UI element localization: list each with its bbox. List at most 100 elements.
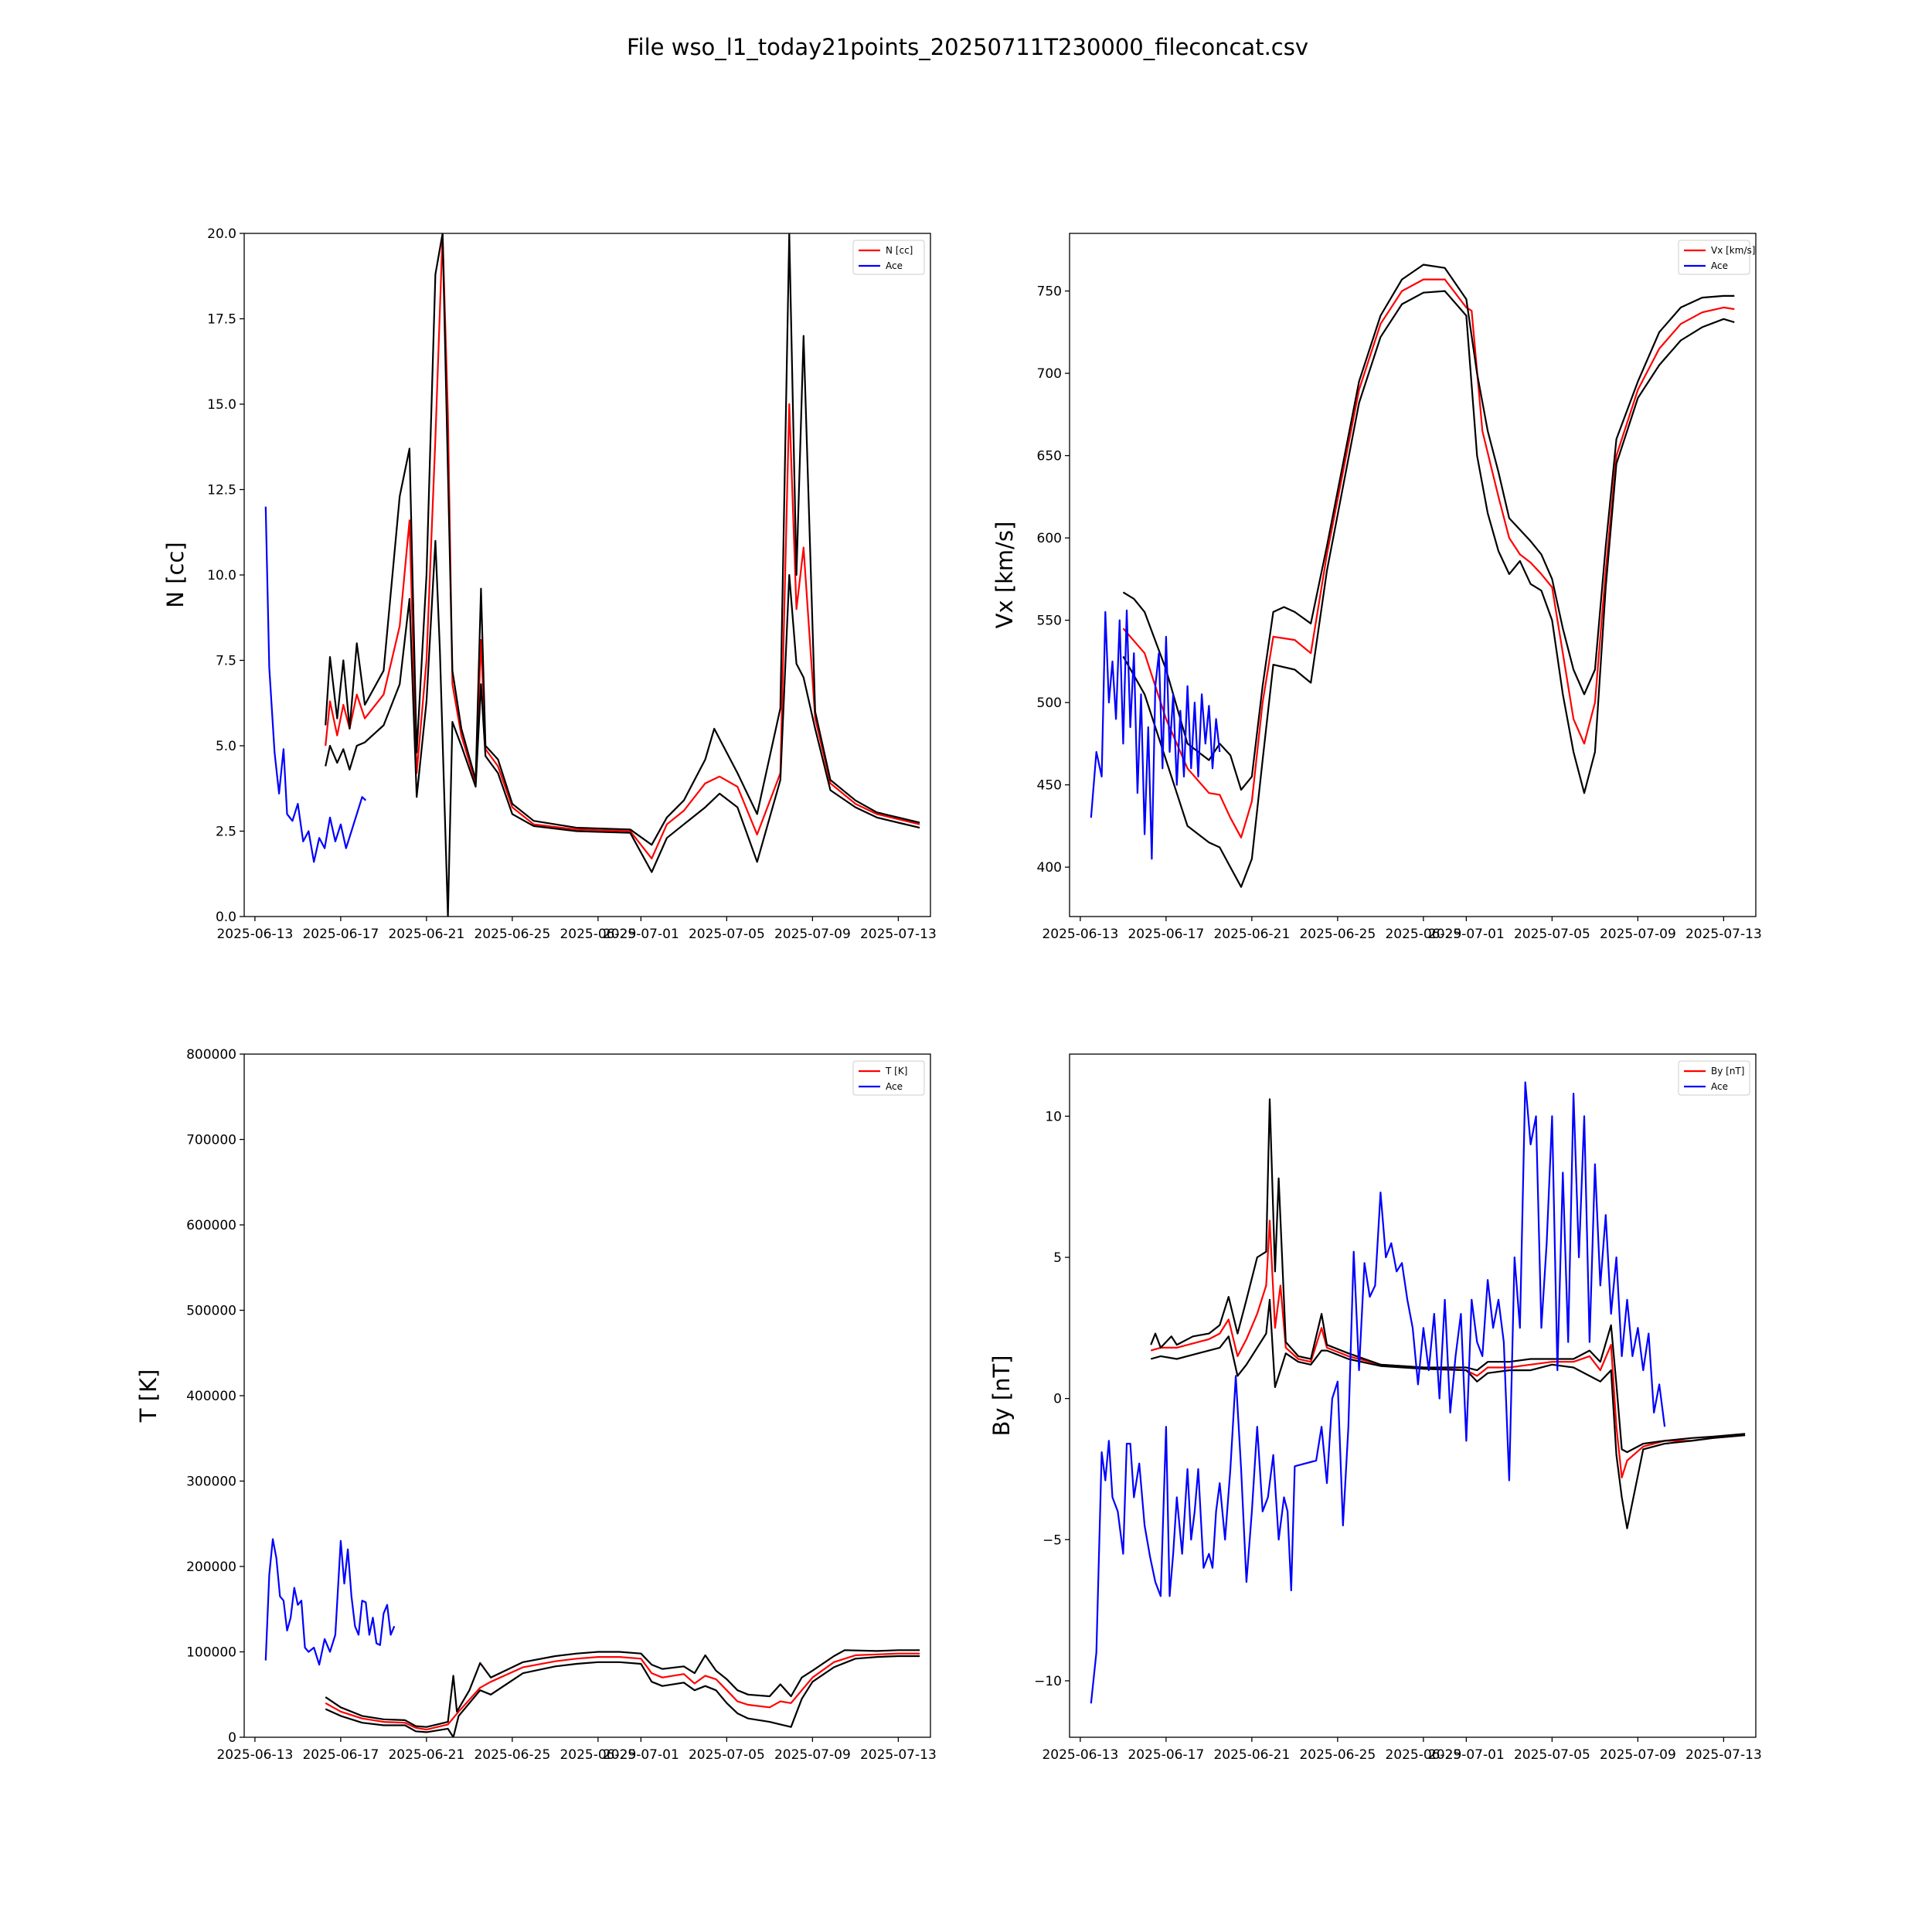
y-tick-label: 800000 [186,1047,236,1063]
x-tick-label: 2025-06-29 [1385,1747,1461,1763]
x-tick-label: 2025-07-05 [1514,927,1590,942]
x-tick-label: 2025-06-29 [560,927,636,942]
x-tick-label: 2025-06-13 [216,927,293,942]
x-tick-label: 2025-06-25 [474,927,550,942]
legend-label: Ace [886,1081,903,1092]
x-tick-label: 2025-07-05 [689,927,765,942]
y-tick-label: 17.5 [207,312,236,328]
y-tick-label: 450 [1037,778,1062,794]
subplot-3: 0 100000 200000 300000 400000 500000 600000 700… [135,1047,937,1763]
legend: Vx [km/s] Ace [1678,240,1755,275]
legend-label: Ace [1711,1081,1728,1092]
y-tick-label: 400000 [186,1389,236,1404]
x-tick-label: 2025-06-17 [302,927,379,942]
legend: N [cc] Ace [852,240,925,275]
bound-series-line-2 [325,539,920,917]
legend-label: Ace [886,260,903,271]
subplot-grid: 0.0 2.5 5.0 7.5 10.0 12.5 15.0 17.5 20.0 2025-06-… [135,226,1762,1763]
ace-series-line [1090,1081,1666,1704]
x-tick-label: 2025-06-17 [1128,1747,1204,1763]
x-tick-label: 2025-06-21 [1213,1747,1290,1763]
y-axis-label: By [nT] [988,1355,1015,1437]
x-tick-label: 2025-07-09 [774,1747,851,1763]
y-tick-label: 550 [1037,614,1062,629]
legend-label: By [nT] [1711,1066,1744,1077]
y-tick-label: 20.0 [207,226,236,242]
plot-area [264,1538,920,1737]
x-tick-label: 2025-06-17 [1128,927,1204,942]
y-tick-label: 200000 [186,1560,236,1575]
y-tick-label: 600 [1037,531,1062,546]
x-tick-label: 2025-07-13 [860,1747,937,1763]
x-tick-label: 2025-07-01 [603,927,679,942]
y-axis-label: Vx [km/s] [992,522,1018,629]
x-tick-label: 2025-06-25 [1299,927,1376,942]
y-tick-label: 0 [1053,1392,1062,1407]
y-tick-label: −10 [1034,1674,1062,1689]
x-tick-label: 2025-06-25 [1299,1747,1376,1763]
x-tick-label: 2025-07-09 [1600,1747,1676,1763]
y-tick-label: 7.5 [216,654,236,669]
y-tick-label: 400 [1037,860,1062,876]
legend: By [nT] Ace [1678,1060,1750,1096]
x-tick-label: 2025-07-13 [860,927,937,942]
x-tick-label: 2025-06-13 [1042,927,1118,942]
subplot-4: −10 −5 0 5 10 2025-06-13 2025-06-17 2025-06-21 2… [988,1053,1762,1763]
x-tick-label: 2025-07-09 [774,927,851,942]
y-tick-label: 700 [1037,366,1062,382]
forecast-series-line [1122,278,1735,838]
legend-label: T [K] [885,1066,907,1077]
y-axis-label: N [cc] [162,542,189,607]
figure-title: File wso_l1_today21points_20250711T23000… [627,34,1308,60]
ace-series-line [264,1538,396,1666]
x-tick-label: 2025-06-25 [474,1747,550,1763]
bound-series-line-1 [325,1649,920,1728]
bound-series-line-2 [1122,290,1735,888]
axes-frame [243,233,931,917]
y-tick-label: −5 [1043,1532,1062,1548]
y-tick-label: 10.0 [207,568,236,583]
x-tick-label: 2025-06-21 [1213,927,1290,942]
bound-series-line-1 [1150,1098,1746,1454]
y-tick-label: 2.5 [216,825,236,840]
x-tick-label: 2025-06-17 [302,1747,379,1763]
y-tick-label: 0.0 [216,910,236,925]
subplot-2: 400 450 500 550 600 650 700 750 2025-06-13 2025-0… [992,233,1762,942]
plot-area [1090,264,1735,888]
legend: T [K] Ace [852,1060,925,1096]
forecast-series-line [325,1652,920,1731]
y-tick-label: 15.0 [207,397,236,413]
ace-series-line [264,506,367,863]
x-tick-label: 2025-07-09 [1600,927,1676,942]
y-tick-label: 100000 [186,1645,236,1661]
x-tick-label: 2025-06-29 [560,1747,636,1763]
forecast-series-line [325,233,920,859]
axes-frame [1069,1053,1757,1738]
bound-series-line-1 [1122,264,1735,791]
x-tick-label: 2025-06-21 [388,1747,464,1763]
y-tick-label: 300000 [186,1475,236,1490]
y-tick-label: 500 [1037,696,1062,711]
ace-series-line [1090,609,1221,860]
x-tick-label: 2025-07-05 [1514,1747,1590,1763]
y-tick-label: 12.5 [207,483,236,498]
x-tick-label: 2025-06-13 [216,1747,293,1763]
y-tick-label: 500000 [186,1304,236,1319]
legend-label: N [cc] [886,245,913,256]
subplot-1: 0.0 2.5 5.0 7.5 10.0 12.5 15.0 17.5 20.0 2025-06-… [162,226,937,942]
y-tick-label: 5 [1053,1250,1062,1266]
y-tick-label: 10 [1045,1109,1062,1124]
y-tick-label: 0 [228,1730,236,1746]
plot-area [264,233,920,917]
y-tick-label: 650 [1037,449,1062,464]
axes-frame [1069,233,1757,917]
y-axis-label: T [K] [135,1369,162,1423]
x-tick-label: 2025-06-29 [1385,927,1461,942]
x-tick-label: 2025-07-13 [1685,927,1762,942]
x-tick-label: 2025-07-05 [689,1747,765,1763]
bound-series-line-1 [325,233,920,846]
y-tick-label: 750 [1037,284,1062,300]
bound-series-line-2 [1150,1298,1746,1529]
x-tick-label: 2025-07-01 [1428,1747,1505,1763]
